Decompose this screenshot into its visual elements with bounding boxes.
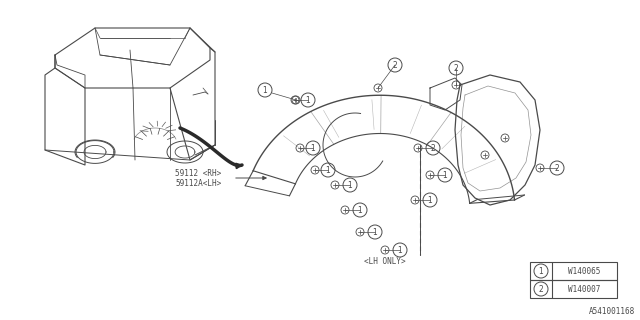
Bar — [530, 280, 617, 298]
Text: 1: 1 — [428, 196, 433, 204]
Text: 1: 1 — [372, 228, 378, 236]
Bar — [530, 262, 617, 280]
Text: 1: 1 — [306, 95, 310, 105]
Text: 1: 1 — [539, 267, 543, 276]
Text: 1: 1 — [310, 143, 316, 153]
Text: 2: 2 — [431, 143, 435, 153]
Text: 59112 <RH>: 59112 <RH> — [175, 169, 221, 178]
Text: 1: 1 — [262, 85, 268, 94]
Text: 1: 1 — [443, 171, 447, 180]
Text: A541001168: A541001168 — [589, 307, 635, 316]
Text: 1: 1 — [326, 165, 330, 174]
Text: 1: 1 — [358, 205, 362, 214]
Text: 1: 1 — [348, 180, 353, 189]
Text: 1: 1 — [397, 245, 403, 254]
Text: 2: 2 — [555, 164, 559, 172]
Text: 2: 2 — [539, 284, 543, 293]
Text: 2: 2 — [454, 63, 458, 73]
Text: <LH ONLY>: <LH ONLY> — [364, 258, 406, 267]
Text: 59112A<LH>: 59112A<LH> — [175, 179, 221, 188]
Text: W140065: W140065 — [568, 267, 601, 276]
Text: W140007: W140007 — [568, 284, 601, 293]
Text: 2: 2 — [392, 60, 397, 69]
